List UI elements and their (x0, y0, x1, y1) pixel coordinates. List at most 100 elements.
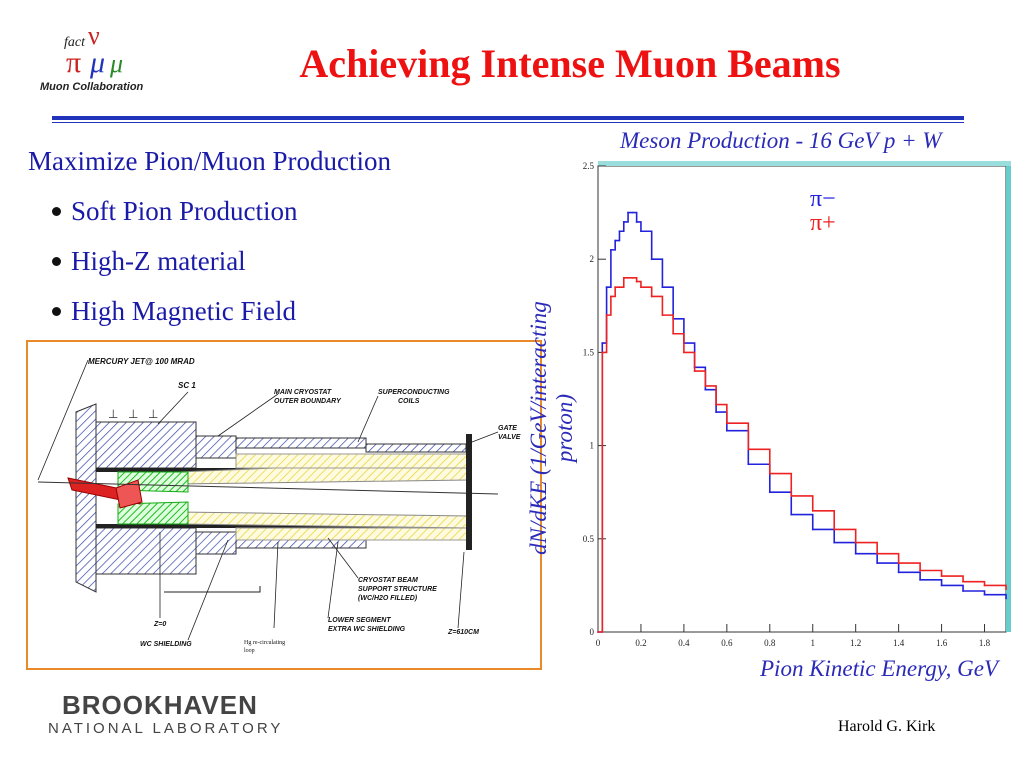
chart-y-axis-label: dN/dKE (1/GeV/interacting proton) (526, 301, 577, 555)
y-tick-label: 0.5 (583, 534, 595, 544)
label-coils: COILS (398, 398, 420, 405)
main-heading: Maximize Pion/Muon Production (28, 146, 391, 176)
label-wc-shielding: WC SHIELDING (140, 641, 192, 648)
data-point (983, 584, 986, 587)
data-point (1005, 597, 1007, 600)
y-tick-label: 1.5 (583, 347, 595, 357)
data-point (661, 314, 664, 317)
bullet-item: High Magnetic Field (52, 296, 296, 327)
data-point (635, 280, 638, 283)
x-tick-label: 1.2 (850, 638, 861, 648)
x-tick-label: 0.2 (635, 638, 646, 648)
svg-text:μ: μ (109, 49, 123, 78)
data-point (940, 584, 943, 587)
title-rule-thin (52, 122, 964, 123)
plot-frame (597, 165, 1007, 633)
label-hg-recirc: Hg re-circulating (244, 640, 285, 646)
data-point (609, 248, 612, 251)
data-point (854, 541, 857, 544)
bnl-logo-wordmark: BROOKHAVEN (62, 690, 258, 720)
data-point (919, 569, 922, 572)
y-tick-label: 2.5 (583, 161, 595, 171)
data-point (747, 448, 750, 451)
data-point (854, 552, 857, 555)
data-point (618, 286, 621, 289)
bnl-logo-subtitle: NATIONAL LABORATORY (48, 720, 284, 737)
data-point (876, 552, 879, 555)
chart-title: Meson Production - 16 GeV p + W (620, 128, 942, 153)
x-tick-label: 1.8 (979, 638, 991, 648)
chart-svg: 0 0.5 1 1.5 2 2.5 0 0.2 0.4 0.6 0.8 1 1.2 1.4 1.6 1.8 π−… (583, 161, 1011, 648)
label-sc1: SC 1 (178, 381, 196, 390)
data-point (631, 211, 634, 214)
slide-title: Achieving Intense Muon Beams (299, 41, 841, 86)
svg-text:⊥: ⊥ (108, 407, 118, 421)
data-point (627, 276, 629, 279)
legend-entry-pi-plus: π+ (810, 210, 836, 236)
data-point (704, 388, 707, 391)
bullet-text: Soft Pion Production (71, 196, 298, 226)
data-point (1005, 588, 1007, 591)
muon-collaboration-logo: fact ν π μ μ Muon Collaboration (38, 21, 158, 98)
data-point (983, 593, 986, 596)
data-point (833, 528, 836, 531)
x-tick-label: 0.4 (678, 638, 690, 648)
data-point (605, 286, 608, 289)
data-point (601, 351, 604, 354)
data-point (833, 541, 836, 544)
label-valve: VALVE (498, 434, 521, 441)
data-point (650, 295, 653, 298)
data-point (605, 314, 608, 317)
data-point (768, 472, 771, 475)
data-point (622, 221, 625, 223)
data-point (725, 429, 728, 432)
data-point (672, 332, 675, 335)
x-tick-label: 1.4 (893, 638, 905, 648)
label-z0: Z=0 (153, 621, 166, 628)
data-point (631, 276, 634, 279)
title-rule (52, 116, 964, 120)
bullet-item: Soft Pion Production (52, 196, 298, 227)
data-point (661, 286, 664, 289)
y-tick-label: 2 (590, 254, 595, 264)
data-point (790, 513, 793, 516)
target-station-diagram: ⊥ ⊥ ⊥ MERCURY JET@ 100 MRAD SC 1 MAIN CR… (26, 340, 542, 670)
data-point (704, 385, 707, 387)
label-z610: Z=610CM (447, 629, 479, 636)
data-point (962, 590, 964, 592)
x-tick-label: 0 (596, 638, 601, 648)
plot-frame-top (598, 161, 1011, 166)
data-point (919, 578, 922, 581)
legend-entry-pi-minus: π− (810, 186, 836, 212)
label-mercury-jet: MERCURY JET@ 100 MRAD (88, 357, 195, 366)
y-tick-label: 1 (590, 441, 595, 451)
label-gate: GATE (498, 425, 517, 432)
plot-frame-shadow (1006, 166, 1011, 632)
data-point (715, 411, 718, 413)
data-point (622, 276, 625, 279)
label-loop: loop (244, 648, 255, 654)
data-point (747, 463, 750, 466)
data-point (962, 580, 964, 583)
footer-author: Harold G. Kirk (838, 718, 936, 735)
data-point (768, 491, 771, 494)
x-tick-label: 1 (810, 638, 815, 648)
svg-text:⊥: ⊥ (128, 407, 138, 421)
bullet-dot-icon (52, 207, 61, 217)
data-point (693, 370, 696, 372)
bullet-text: High Magnetic Field (71, 296, 296, 326)
label-wch2o: (WC/H2O FILLED) (358, 595, 418, 602)
logo-fact-text: fact (64, 35, 86, 50)
data-point (640, 286, 642, 289)
x-tick-label: 0.6 (721, 638, 733, 648)
series-line-pi-plus (598, 277, 1007, 633)
data-point (682, 351, 685, 354)
data-point (811, 528, 814, 531)
data-point (876, 562, 879, 564)
label-support-structure: SUPPORT STRUCTURE (358, 586, 437, 593)
bullet-dot-icon (52, 257, 61, 267)
meson-production-chart: 0 0.5 1 1.5 2 2.5 0 0.2 0.4 0.6 0.8 1 1.2 1.4 1.6 1.8 π−… (540, 124, 1014, 684)
label-cryostat-beam: CRYOSTAT BEAM (358, 577, 418, 584)
data-point (897, 571, 900, 574)
data-point (897, 562, 900, 564)
